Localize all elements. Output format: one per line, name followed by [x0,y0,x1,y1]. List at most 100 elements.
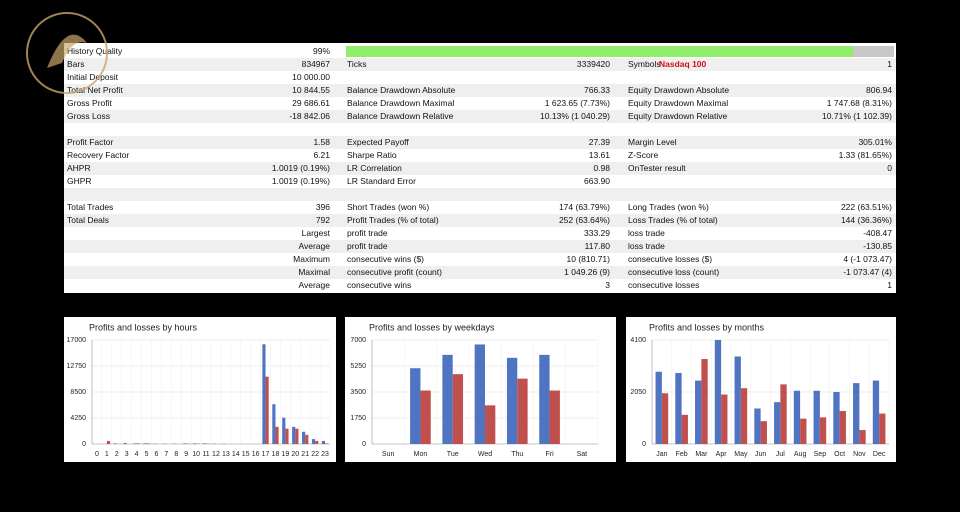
report-row: Total Deals 792 Profit Trades (% of total)… [64,214,896,227]
bar [474,344,485,444]
x-tick-label: 13 [222,451,230,458]
bar [859,430,866,444]
quality-row: History Quality 99% [64,45,896,58]
bar [192,443,197,444]
x-tick-label: 23 [321,451,329,458]
value: 29 686.61 [292,98,330,108]
y-tick-label: 7000 [350,337,366,344]
value: Average [298,241,330,251]
x-tick-label: 8 [174,451,178,458]
report-row: GHPR 1.0019 (0.19%) LR Standard Error 663.9… [64,175,896,188]
label: Bars [67,59,85,69]
bar [315,440,319,444]
bar [325,443,329,444]
chart-title: Profits and losses by weekdays [369,322,495,332]
value: 222 (63.51%) [840,202,892,212]
label: profit trade [347,228,388,238]
quality-bar [346,46,853,57]
bar [675,372,682,444]
x-tick-label: 20 [291,451,299,458]
value: 792 [315,215,330,225]
bar [839,411,846,444]
value: 10 (810.71) [566,254,610,264]
y-tick-label: 17000 [67,337,87,344]
x-tick-label: 4 [135,451,139,458]
value: -1 073.47 (4) [843,267,892,277]
report-row: Average consecutive wins 3 consecutive loss… [64,279,896,292]
x-tick-label: 2 [115,451,119,458]
label: Short Trades (won %) [347,202,430,212]
report-row: Average profit trade 117.80 loss trade -130.… [64,240,896,253]
bar [539,354,550,444]
bar [183,443,187,444]
y-tick-label: 3500 [350,389,366,396]
label: Equity Drawdown Absolute [628,85,730,95]
x-tick-label: Mon [414,451,428,458]
x-tick-label: 21 [301,451,309,458]
logo [26,12,108,94]
report-row: Gross Loss -18 842.06 Balance Drawdown Rel… [64,110,896,123]
label: Loss Trades (% of total) [628,215,718,225]
report-row: Largest profit trade 333.29 loss trade -408.… [64,227,896,240]
value: 663.90 [584,176,610,186]
bar [442,354,453,444]
bar [506,357,518,444]
x-tick-label: Sat [577,451,588,458]
report-row [64,188,896,201]
bar [272,404,276,444]
x-tick-label: Thu [511,451,523,458]
value: 10.71% (1 102.39) [822,111,892,121]
value: 333.29 [584,228,610,238]
bar [655,371,662,444]
value: 0.98 [593,163,610,173]
x-tick-label: Mar [695,451,708,458]
label: Symbols [628,59,661,69]
value: 1.0019 (0.19%) [271,176,330,186]
x-tick-label: 1 [105,451,109,458]
value: 6.21 [313,150,330,160]
report-row: Profit Factor 1.58 Expected Payoff 27.39 Mar… [64,136,896,149]
x-tick-label: 22 [311,451,319,458]
y-tick-label: 0 [642,441,646,448]
label: OnTester result [628,163,686,173]
label: Expected Payoff [347,137,409,147]
label: History Quality [67,46,123,56]
x-tick-label: 14 [232,451,240,458]
bar [549,390,560,444]
label: Balance Drawdown Maximal [347,98,455,108]
label: Gross Profit [67,98,112,108]
bar [485,405,496,444]
value: 10.13% (1 040.29) [540,111,610,121]
value: Largest [301,228,330,238]
value: 834967 [301,59,330,69]
report-row: Gross Profit 29 686.61 Balance Drawdown Ma… [64,97,896,110]
value: 1 747.68 (8.31%) [826,98,892,108]
x-tick-label: Jan [656,451,667,458]
report-row: Initial Deposit 10 000.00 [64,71,896,84]
value: 1.33 (81.65%) [838,150,892,160]
value: -18 842.06 [289,111,330,121]
x-tick-label: Sun [382,451,395,458]
x-tick-label: Nov [853,451,866,458]
value: 1 049.26 (9) [564,267,610,277]
label: consecutive wins ($) [347,254,425,264]
bar [295,428,299,444]
value: 10 000.00 [292,72,330,82]
label: Z-Score [628,150,659,160]
value: Average [298,280,330,290]
bar [202,443,207,444]
report-row: Recovery Factor 6.21 Sharpe Ratio 13.61 Z-Sc… [64,149,896,162]
bar [879,413,886,444]
value: 252 (63.64%) [558,215,610,225]
bar [136,443,140,444]
label: Balance Drawdown Absolute [347,85,456,95]
label: Equity Drawdown Maximal [628,98,729,108]
bar [701,359,708,444]
label: loss trade [628,228,665,238]
x-tick-label: 16 [252,451,260,458]
label: consecutive losses ($) [628,254,713,264]
chart-title: Profits and losses by months [649,322,765,332]
bar [452,374,464,444]
label: AHPR [67,163,91,173]
bar [774,402,781,444]
